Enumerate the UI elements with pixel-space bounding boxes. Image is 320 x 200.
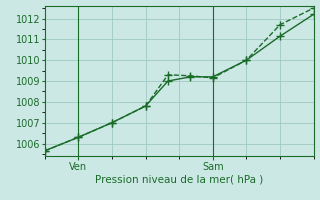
X-axis label: Pression niveau de la mer( hPa ): Pression niveau de la mer( hPa ) bbox=[95, 174, 263, 184]
